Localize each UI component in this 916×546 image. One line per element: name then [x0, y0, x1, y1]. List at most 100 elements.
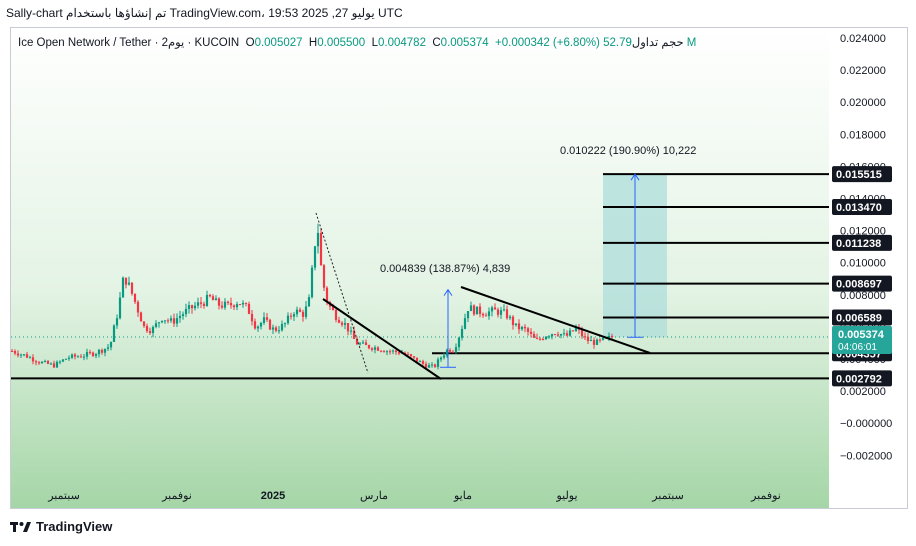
- candle[interactable]: [385, 351, 389, 353]
- candle[interactable]: [22, 354, 26, 356]
- candle[interactable]: [325, 287, 329, 303]
- candle[interactable]: [262, 317, 266, 323]
- candle[interactable]: [520, 326, 524, 330]
- candle[interactable]: [172, 318, 176, 324]
- candle[interactable]: [586, 336, 590, 342]
- candle[interactable]: [469, 305, 473, 312]
- candle[interactable]: [220, 305, 224, 308]
- candle[interactable]: [247, 303, 251, 314]
- candle[interactable]: [136, 301, 140, 313]
- candle[interactable]: [217, 298, 221, 306]
- candle[interactable]: [433, 364, 437, 367]
- candle[interactable]: [562, 333, 566, 335]
- candle[interactable]: [76, 356, 80, 358]
- candle[interactable]: [421, 361, 425, 364]
- candle[interactable]: [46, 361, 50, 364]
- candle[interactable]: [232, 305, 236, 308]
- downtrend-line[interactable]: [322, 298, 442, 380]
- candle[interactable]: [265, 317, 269, 320]
- candle[interactable]: [103, 348, 107, 353]
- candle[interactable]: [544, 336, 548, 340]
- chart-frame[interactable]: [10, 27, 908, 509]
- candle[interactable]: [580, 329, 584, 337]
- candle[interactable]: [133, 293, 137, 302]
- candle[interactable]: [313, 246, 317, 268]
- candle[interactable]: [541, 338, 545, 340]
- candle[interactable]: [547, 336, 551, 338]
- candle[interactable]: [364, 342, 368, 346]
- candle[interactable]: [391, 350, 395, 352]
- candle[interactable]: [589, 339, 593, 342]
- candle[interactable]: [178, 316, 182, 319]
- candle[interactable]: [160, 320, 164, 323]
- candle[interactable]: [100, 349, 104, 353]
- candle[interactable]: [55, 361, 59, 368]
- candle[interactable]: [241, 302, 245, 305]
- candle[interactable]: [442, 355, 446, 358]
- candle[interactable]: [142, 321, 146, 326]
- candle[interactable]: [427, 365, 431, 368]
- candle[interactable]: [583, 336, 587, 338]
- candle[interactable]: [289, 315, 293, 317]
- tradingview-footer[interactable]: TradingView: [10, 519, 112, 534]
- candle[interactable]: [337, 319, 341, 323]
- candle[interactable]: [253, 321, 257, 329]
- candle[interactable]: [64, 358, 68, 360]
- candle[interactable]: [85, 352, 89, 357]
- candle[interactable]: [376, 347, 380, 351]
- candle[interactable]: [598, 339, 602, 341]
- candle[interactable]: [88, 352, 92, 354]
- candle[interactable]: [412, 356, 416, 358]
- candle[interactable]: [610, 336, 614, 338]
- candle[interactable]: [439, 357, 443, 360]
- candle[interactable]: [502, 309, 506, 311]
- candle[interactable]: [190, 305, 194, 309]
- candle[interactable]: [19, 354, 23, 356]
- symbol-name[interactable]: Ice Open Network / Tether · 2يوم · KUCOI…: [18, 37, 240, 49]
- candle[interactable]: [373, 347, 377, 350]
- candle[interactable]: [340, 322, 344, 325]
- candle[interactable]: [367, 345, 371, 349]
- candle[interactable]: [82, 356, 86, 358]
- candle[interactable]: [211, 296, 215, 301]
- candle[interactable]: [466, 311, 470, 319]
- candle[interactable]: [193, 305, 197, 309]
- candle[interactable]: [352, 330, 356, 339]
- candle[interactable]: [556, 334, 560, 336]
- candle[interactable]: [535, 337, 539, 339]
- candle[interactable]: [343, 322, 347, 325]
- candle[interactable]: [457, 337, 461, 348]
- candle[interactable]: [199, 302, 203, 304]
- candle[interactable]: [124, 277, 128, 285]
- candle[interactable]: [226, 301, 230, 303]
- candle[interactable]: [409, 354, 413, 357]
- candle[interactable]: [490, 307, 494, 312]
- candle[interactable]: [187, 305, 191, 309]
- candle[interactable]: [175, 318, 179, 324]
- candle[interactable]: [436, 359, 440, 367]
- candle[interactable]: [553, 334, 557, 336]
- candle[interactable]: [157, 322, 161, 324]
- candle[interactable]: [508, 316, 512, 319]
- candle[interactable]: [568, 330, 572, 336]
- dotted-trend-line[interactable]: [315, 212, 369, 374]
- candle[interactable]: [481, 313, 485, 316]
- candle[interactable]: [394, 350, 398, 353]
- candle[interactable]: [565, 333, 569, 336]
- candle[interactable]: [349, 330, 353, 332]
- candle[interactable]: [397, 352, 401, 354]
- candle[interactable]: [472, 305, 476, 315]
- candle[interactable]: [13, 351, 17, 354]
- candle[interactable]: [559, 334, 563, 336]
- candle[interactable]: [259, 322, 263, 327]
- candle[interactable]: [205, 294, 209, 306]
- candle[interactable]: [277, 330, 281, 332]
- candle[interactable]: [25, 354, 29, 358]
- candle[interactable]: [475, 306, 479, 315]
- candle[interactable]: [148, 331, 152, 333]
- candle[interactable]: [151, 327, 155, 333]
- candle[interactable]: [382, 351, 386, 353]
- candle[interactable]: [268, 319, 272, 330]
- candle[interactable]: [538, 338, 542, 340]
- candle[interactable]: [607, 336, 611, 338]
